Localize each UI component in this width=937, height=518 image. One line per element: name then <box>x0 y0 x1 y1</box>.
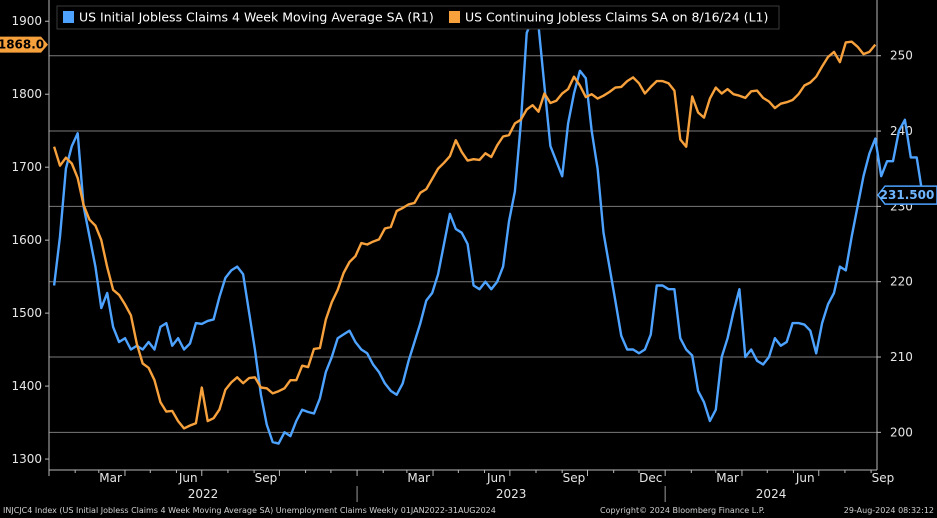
x-tick-label-year: 2024 <box>756 487 787 501</box>
left-tick-label: 1800 <box>11 87 42 101</box>
x-tick-label-month: Dec <box>639 471 662 485</box>
left-tick-label: 1700 <box>11 160 42 174</box>
x-tick-label-month: Jun <box>486 471 506 485</box>
legend-label-continuing-claims: US Continuing Jobless Claims SA on 8/16/… <box>465 10 768 25</box>
footer-left: INJCJC4 Index (US Initial Jobless Claims… <box>3 506 496 515</box>
continuing-claims-last-value: 1868.0 <box>0 38 44 52</box>
x-axis-ticks: MarJunSepDecMarJunSepDecMarJunSep2022202… <box>48 470 895 502</box>
x-tick-label-month: Sep <box>872 471 895 485</box>
x-tick-label-month: Mar <box>716 471 739 485</box>
left-tick-label: 1900 <box>11 14 42 28</box>
x-tick-label-year: 2023 <box>496 487 527 501</box>
legend: US Initial Jobless Claims 4 Week Moving … <box>56 5 780 30</box>
legend-label-initial-claims: US Initial Jobless Claims 4 Week Moving … <box>79 10 434 25</box>
initial-claims-line <box>52 16 924 445</box>
series-lines <box>52 16 924 445</box>
last-value-badges: 1868.0 231.500 <box>0 36 937 205</box>
right-tick-label: 220 <box>890 275 913 289</box>
x-tick-label-month: Jun <box>795 471 815 485</box>
x-tick-label-month: Sep <box>255 471 278 485</box>
initial-claims-last-value-badge <box>877 185 937 205</box>
right-tick-label: 250 <box>890 49 913 63</box>
initial-claims-last-value: 231.500 <box>880 188 935 202</box>
right-tick-label: 210 <box>890 350 913 364</box>
x-tick-label-month: Mar <box>407 471 430 485</box>
legend-swatch-initial-claims <box>63 11 74 23</box>
left-tick-label: 1500 <box>11 306 42 320</box>
left-tick-label: 1400 <box>11 379 42 393</box>
x-tick-label-month: Mar <box>99 471 122 485</box>
left-tick-label: 1300 <box>11 452 42 466</box>
footer-copyright: Copyright© 2024 Bloomberg Finance L.P. <box>600 506 765 515</box>
legend-swatch-continuing-claims <box>449 11 460 23</box>
left-axis-ticks: 1300 1400 1500 1600 1700 1800 1900 <box>11 14 49 466</box>
continuing-claims-line <box>52 40 877 430</box>
axes <box>48 0 878 471</box>
x-tick-label-month: Sep <box>563 471 586 485</box>
right-tick-label: 200 <box>890 425 913 439</box>
gridlines <box>49 55 877 433</box>
legend-box <box>56 5 780 30</box>
continuing-claims-last-value-badge <box>0 36 48 53</box>
x-tick-label-month: Jun <box>178 471 198 485</box>
x-tick-label-year: 2022 <box>188 487 219 501</box>
left-tick-label: 1600 <box>11 233 42 247</box>
footer-timestamp: 29-Aug-2024 08:32:12 <box>843 506 934 515</box>
